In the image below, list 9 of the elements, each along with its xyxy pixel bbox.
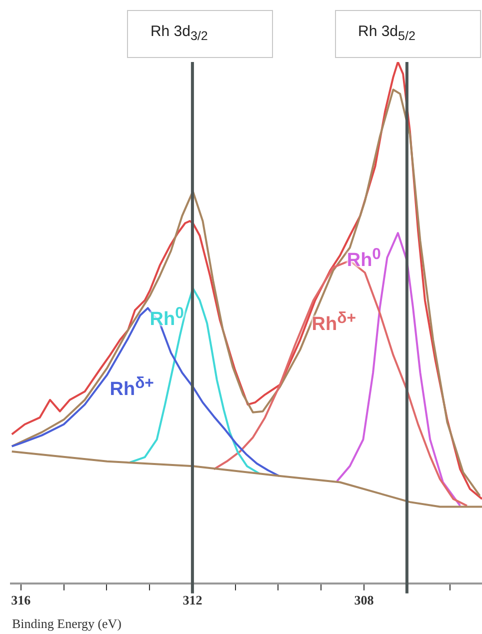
x-tick-label: 316 (11, 592, 32, 608)
ref-line-label: Rh 3d$_{5/2}$ (335, 10, 481, 58)
ref-line-label: Rh 3d$_{3/2}$ (127, 10, 274, 58)
x-axis-title: Binding Energy (eV) (12, 616, 122, 632)
series-label: Rh$^{δ+}$ (110, 374, 154, 402)
x-tick-label: 312 (182, 592, 202, 608)
series-label: Rh$^{0}$ (346, 246, 381, 272)
series-label: Rh$^{δ+}$ (312, 309, 356, 336)
x-tick-label: 308 (354, 592, 374, 608)
